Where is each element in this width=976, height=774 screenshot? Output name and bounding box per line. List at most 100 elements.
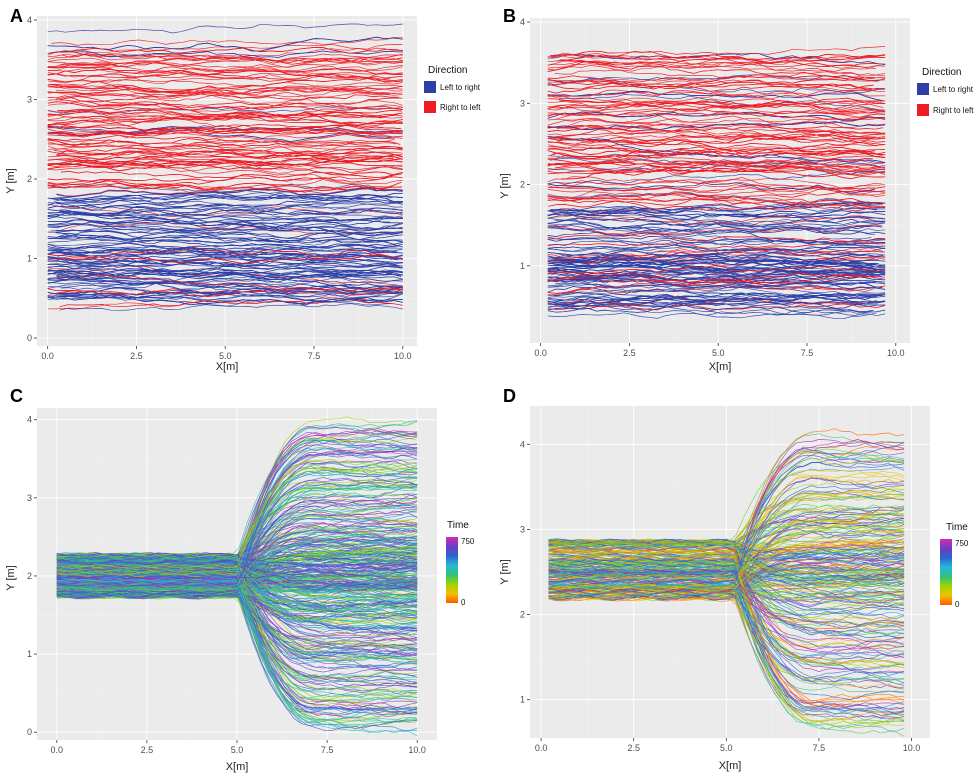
- y-tick-label: 4: [27, 15, 32, 25]
- trajectory-left-to-right: [547, 225, 874, 233]
- trajectory-right-to-left: [47, 86, 403, 100]
- trajectory-left-to-right: [47, 211, 403, 226]
- trajectory: [56, 557, 418, 664]
- trajectory-right-to-left: [547, 127, 886, 140]
- trajectory-left-to-right: [56, 187, 403, 197]
- trajectory-left-to-right: [557, 206, 886, 222]
- trajectory: [548, 547, 905, 704]
- trajectory-right-to-left: [547, 112, 886, 120]
- trajectory-right-to-left: [47, 145, 403, 156]
- colorbar-legend: Time 750 0: [446, 520, 475, 607]
- trajectory-left-to-right: [547, 228, 886, 243]
- x-tick-label: 5.0: [219, 351, 232, 361]
- trajectory-left-to-right: [547, 303, 874, 313]
- y-ticks: 1 2 3 4: [520, 17, 530, 271]
- trajectory-left-to-right: [547, 207, 877, 220]
- trajectory-right-to-left: [547, 127, 886, 139]
- trajectory-right-to-left: [47, 71, 391, 81]
- trajectory-right-to-left: [554, 155, 886, 169]
- trajectory: [548, 561, 905, 631]
- trajectory-right-to-left: [56, 154, 403, 174]
- y-tick-label: 3: [27, 493, 32, 503]
- y-tick-label: 2: [27, 174, 32, 184]
- trajectory-right-to-left: [47, 101, 403, 111]
- trajectory: [56, 463, 418, 597]
- trajectory: [548, 540, 905, 612]
- trajectory-right-to-left: [47, 157, 403, 174]
- trajectory-right-to-left: [547, 101, 880, 117]
- trajectory-right-to-left: [547, 178, 882, 189]
- y-ticks: 1 2 3 4: [520, 439, 530, 705]
- colorbar: [446, 537, 458, 603]
- trajectory-right-to-left: [553, 95, 886, 110]
- trajectory-left-to-right: [47, 188, 403, 204]
- trajectory: [56, 557, 418, 584]
- x-tick-label: 2.5: [130, 351, 143, 361]
- y-tick-label: 0: [27, 333, 32, 343]
- trajectory: [548, 591, 905, 649]
- legend-label-left-to-right: Left to right: [440, 83, 481, 92]
- trajectory-right-to-left: [47, 58, 403, 68]
- legend-swatch-right-to-left: [917, 104, 929, 116]
- panel-c: C 0.0 2.5 5.0 7.5 10.0 0 1 2 3 4 X[m] Y [m] Time…: [5, 386, 475, 773]
- trajectory: [554, 578, 905, 725]
- trajectory: [58, 570, 418, 730]
- trajectory-right-to-left: [47, 53, 403, 68]
- trajectory-right-to-left: [47, 111, 399, 126]
- trajectory-right-to-left: [47, 109, 403, 124]
- trajectory-right-to-left: [47, 81, 403, 95]
- trajectory: [56, 559, 418, 584]
- trajectory-left-to-right: [547, 267, 886, 277]
- trajectory-left-to-right: [547, 294, 886, 302]
- trajectory-left-to-right: [547, 74, 884, 86]
- trajectory-right-to-left: [547, 295, 874, 306]
- trajectory-left-to-right: [47, 125, 395, 142]
- x-tick-label: 5.0: [231, 745, 244, 755]
- trajectory: [548, 562, 905, 575]
- trajectory-left-to-right: [59, 234, 403, 244]
- trajectory-right-to-left: [547, 189, 886, 202]
- trajectory: [548, 547, 905, 576]
- x-ticks: 0.0 2.5 5.0 7.5 10.0: [535, 738, 920, 753]
- panel-letter-a: A: [10, 6, 23, 26]
- trajectory-right-to-left: [547, 147, 876, 159]
- trajectory-right-to-left: [547, 167, 886, 175]
- trajectory-right-to-left: [549, 54, 886, 65]
- trajectory: [551, 551, 905, 568]
- y-tick-label: 2: [27, 571, 32, 581]
- trajectory: [548, 433, 905, 572]
- y-tick-label: 1: [27, 254, 32, 264]
- colorbar-min-label: 0: [955, 600, 960, 609]
- trajectory-right-to-left: [557, 54, 886, 68]
- trajectory-right-to-left: [550, 150, 886, 160]
- trajectory-left-to-right: [547, 182, 876, 194]
- trajectory-left-to-right: [547, 191, 886, 207]
- trajectory: [63, 563, 418, 576]
- trajectory-left-to-right: [47, 295, 403, 306]
- trajectory-left-to-right: [556, 258, 878, 271]
- trajectory: [548, 549, 905, 566]
- trajectory-left-to-right: [55, 229, 403, 244]
- trajectory-right-to-left: [548, 137, 886, 151]
- trajectory-right-to-left: [49, 47, 403, 54]
- trajectory-right-to-left: [547, 104, 886, 113]
- trajectory-left-to-right: [47, 231, 399, 240]
- colorbar-max-label: 750: [955, 539, 969, 548]
- trajectory-left-to-right: [554, 218, 886, 232]
- trajectory-right-to-left: [47, 158, 403, 167]
- trajectory-right-to-left: [547, 162, 886, 180]
- x-axis-title: X[m]: [709, 361, 732, 373]
- trajectory: [549, 549, 905, 729]
- trajectory-right-to-left: [47, 73, 403, 83]
- trajectory-right-to-left: [59, 96, 403, 107]
- y-ticks: 0 1 2 3 4: [27, 415, 37, 737]
- trajectory-left-to-right: [547, 225, 883, 236]
- x-ticks: 0.0 2.5 5.0 7.5 10.0: [534, 343, 905, 358]
- trajectory-right-to-left: [47, 150, 403, 160]
- trajectory-left-to-right: [547, 260, 873, 270]
- y-tick-label: 4: [520, 439, 525, 449]
- trajectory-left-to-right: [547, 246, 886, 256]
- trajectory-right-to-left: [547, 125, 886, 141]
- legend-title: Direction: [428, 65, 467, 76]
- trajectory-right-to-left: [47, 99, 403, 112]
